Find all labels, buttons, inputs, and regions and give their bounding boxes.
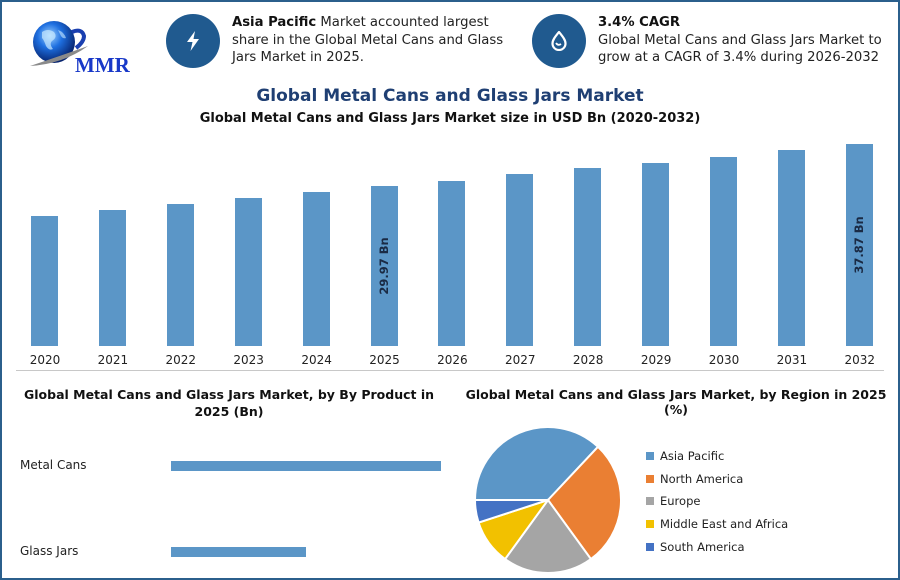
bar-value-label: 37.87 Bn <box>852 216 867 274</box>
bar-2031 <box>777 150 805 346</box>
bar-2032: 37.87 Bn <box>845 144 873 346</box>
region-pie-chart <box>473 426 622 574</box>
legend-swatch <box>646 497 654 506</box>
bar-2022 <box>166 204 194 346</box>
lightning-icon-badge <box>166 14 220 68</box>
x-tick-label: 2029 <box>640 353 672 367</box>
product-chart-title: Global Metal Cans and Glass Jars Market,… <box>23 387 435 419</box>
info-2-text: 3.4% CAGR Global Metal Cans and Glass Ja… <box>598 15 882 65</box>
bar-2025: 29.97 Bn <box>370 186 398 346</box>
pie-slice-north-america <box>546 445 622 561</box>
legend-item: Asia Pacific <box>646 445 788 468</box>
legend-label: North America <box>660 471 744 486</box>
x-tick-label: 2031 <box>776 353 808 367</box>
info-1-text: Asia Pacific Market accounted largest sh… <box>232 15 504 65</box>
bar-2026 <box>438 180 466 346</box>
x-tick-label: 2025 <box>369 353 400 367</box>
lightning-icon <box>187 31 199 51</box>
x-tick-label: 2028 <box>572 353 604 367</box>
bar-2021 <box>98 209 126 346</box>
legend-label: Europe <box>660 494 701 509</box>
market-size-bar-chart: 2020 2021 2022 2023 2024 29.97 Bn 2025 2026 2027… <box>0 130 900 375</box>
x-tick-label: 2021 <box>97 353 129 367</box>
product-bar-glass-jars <box>171 547 306 557</box>
pie-slice-europe <box>503 498 593 574</box>
pie-slice-south-america <box>473 499 549 524</box>
x-tick-label: 2022 <box>165 353 197 367</box>
bar-2030 <box>710 156 737 346</box>
x-tick-label: 2026 <box>437 353 468 367</box>
drop-icon-badge <box>532 14 586 68</box>
legend-item: Europe <box>646 490 788 513</box>
legend-swatch <box>646 474 654 483</box>
mmr-logo: MMR <box>30 21 131 77</box>
legend-label: Asia Pacific <box>660 449 725 464</box>
legend-swatch <box>646 452 654 461</box>
bar-value-label: 29.97 Bn <box>377 237 391 295</box>
bar-2027 <box>506 174 534 346</box>
bar-2023 <box>234 198 262 346</box>
x-tick-label: 2030 <box>708 353 740 367</box>
pie-slice-asia-pacific <box>473 426 600 501</box>
x-tick-label: 2024 <box>301 353 332 367</box>
x-tick-label: 2032 <box>844 353 876 367</box>
bar-2020 <box>31 215 58 346</box>
legend-label: South America <box>660 539 745 554</box>
page-title: Global Metal Cans and Glass Jars Market <box>256 86 644 106</box>
legend-item: South America <box>646 535 788 558</box>
region-chart-title: Global Metal Cans and Glass Jars Market,… <box>465 387 887 417</box>
legend-item: Middle East and Africa <box>646 513 788 536</box>
x-tick-label: 2027 <box>505 353 536 367</box>
drop-icon <box>551 31 567 51</box>
product-label-metal-cans: Metal Cans <box>20 458 87 472</box>
legend-swatch <box>646 542 654 551</box>
bar-2029 <box>642 162 670 346</box>
bar-2028 <box>574 168 602 346</box>
x-tick-label: 2020 <box>29 353 61 367</box>
legend-swatch <box>646 520 654 529</box>
x-tick-label: 2023 <box>233 353 264 367</box>
legend-item: North America <box>646 468 788 491</box>
info-cagr: 3.4% CAGR Global Metal Cans and Glass Ja… <box>532 14 892 68</box>
bar-chart-title: Global Metal Cans and Glass Jars Market … <box>199 111 701 126</box>
svg-text:MMR: MMR <box>75 53 131 77</box>
product-bar-metal-cans <box>171 461 441 471</box>
legend-label: Middle East and Africa <box>660 517 789 532</box>
product-label-glass-jars: Glass Jars <box>20 544 79 558</box>
info-asia-pacific: Asia Pacific Market accounted largest sh… <box>166 14 526 68</box>
bar-2024 <box>302 192 330 346</box>
region-legend: Asia Pacific North America Europe Middle Ea… <box>646 445 788 558</box>
x-axis-line <box>16 370 884 371</box>
